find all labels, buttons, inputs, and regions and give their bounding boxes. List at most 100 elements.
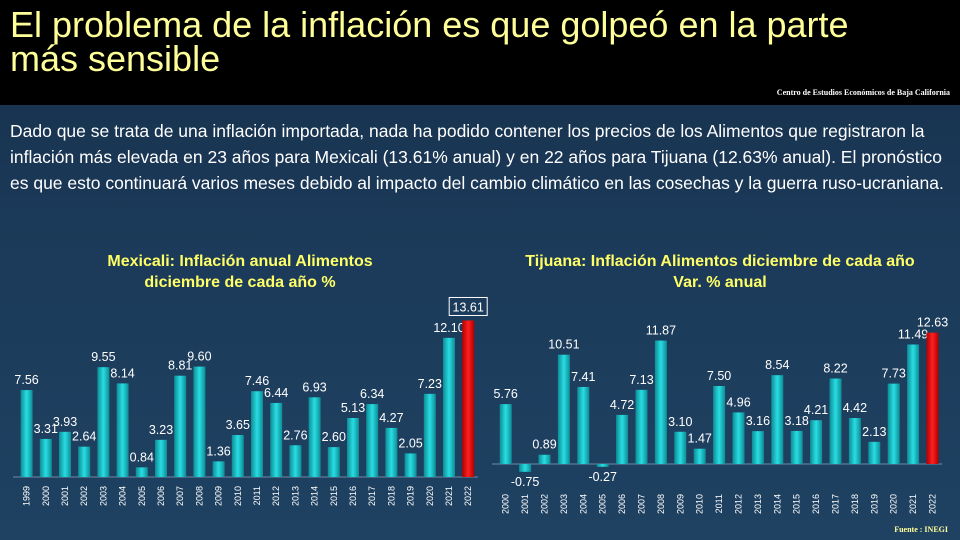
- intro-paragraph: Dado que se trata de una inflación impor…: [10, 121, 944, 193]
- mexicali-bar-2000: [39, 438, 52, 477]
- tijuana-category-label: 2005: [598, 494, 608, 514]
- mexicali-category-label: 2006: [156, 486, 166, 506]
- tijuana-category-label: 2004: [578, 494, 588, 514]
- mexicali-bar-2007: [174, 375, 187, 477]
- mexicali-category-label: 2008: [194, 486, 204, 506]
- mexicali-value-label: 0.84: [130, 450, 154, 464]
- tijuana-bar-2014: [771, 375, 784, 464]
- tijuana-value-label: 7.73: [882, 367, 906, 381]
- mexicali-bar-2009: [212, 461, 225, 477]
- tijuana-category-label: 2006: [617, 494, 627, 514]
- tijuana-bar-2017: [829, 378, 842, 464]
- tijuana-category-label: 2010: [695, 494, 705, 514]
- tijuana-bar-2015: [790, 430, 803, 464]
- mexicali-bar-2022: [462, 320, 475, 477]
- tijuana-value-label: 1.47: [688, 432, 712, 446]
- mexicali-category-label: 2016: [348, 486, 358, 506]
- tijuana-category-label: 2017: [831, 494, 841, 514]
- mexicali-bar-2012: [270, 402, 283, 477]
- mexicali-value-label: 2.60: [322, 430, 346, 444]
- mexicali-value-label: 12.10: [433, 321, 464, 335]
- mexicali-bar-2003: [97, 367, 110, 477]
- tijuana-value-label: 11.87: [646, 324, 676, 338]
- tijuana-bar-2011: [713, 386, 726, 464]
- mexicali-bar-1999: [20, 390, 33, 477]
- mexicali-value-label: 7.46: [245, 374, 269, 388]
- tijuana-value-label: 2.13: [862, 425, 886, 439]
- mexicali-bar-2016: [347, 418, 359, 477]
- mexicali-category-label: 2011: [252, 486, 262, 505]
- tijuana-bar-2016: [810, 420, 823, 464]
- tijuana-value-label: 3.18: [785, 414, 809, 428]
- mexicali-value-label: 3.23: [149, 423, 173, 437]
- mexicali-category-label: 2005: [137, 486, 147, 506]
- mexicali-bar-2020: [423, 393, 436, 477]
- mexicali-chart-title: Mexicali: Inflación anual Alimentos dici…: [107, 253, 373, 291]
- tijuana-chart-title: Tijuana: Inflación Alimentos diciembre d…: [525, 253, 915, 291]
- tijuana-bar-2010: [693, 448, 706, 464]
- tijuana-bar-2018: [848, 418, 861, 464]
- tijuana-bar-2002: [538, 454, 551, 464]
- mexicali-value-label: 3.31: [34, 422, 58, 436]
- tijuana-value-label: 0.89: [532, 438, 556, 452]
- mexicali-category-label: 2002: [79, 486, 89, 506]
- tijuana-value-label: 4.21: [804, 403, 828, 417]
- mexicali-bar-2017: [366, 404, 379, 477]
- mexicali-bar-2019: [404, 453, 417, 477]
- tijuana-value-label: 7.41: [571, 370, 595, 384]
- mexicali-value-label: 9.60: [187, 350, 211, 364]
- mexicali-value-label: 8.14: [110, 366, 134, 380]
- tijuana-category-label: 2019: [869, 494, 879, 514]
- tijuana-bar-2001: [519, 464, 532, 472]
- tijuana-category-label: 2003: [559, 494, 569, 514]
- mexicali-bar-2004: [116, 383, 129, 477]
- mexicali-value-label: 6.34: [360, 387, 384, 401]
- tijuana-bar-2019: [868, 441, 881, 464]
- mexicali-bar-2013: [289, 445, 302, 477]
- tijuana-value-label: 7.50: [707, 369, 731, 383]
- tijuana-bar-2009: [674, 431, 687, 464]
- mexicali-value-label: 9.55: [91, 350, 115, 364]
- mexicali-bar-2008: [193, 366, 206, 477]
- tijuana-category-label: 2016: [811, 494, 821, 514]
- tijuana-value-label: 3.16: [746, 414, 770, 428]
- tijuana-value-label: 12.63: [917, 316, 948, 330]
- tijuana-category-label: 2002: [540, 494, 550, 514]
- mexicali-bar-2001: [59, 431, 71, 477]
- tijuana-category-label: 2015: [792, 494, 802, 514]
- mexicali-bar-2015: [327, 447, 340, 477]
- mexicali-bar-2006: [155, 439, 167, 477]
- mexicali-category-label: 2019: [406, 486, 416, 506]
- tijuana-bar-2008: [654, 340, 667, 464]
- tijuana-category-label: 2001: [520, 494, 530, 514]
- mexicali-value-label: 2.05: [398, 436, 422, 450]
- mexicali-category-label: 2014: [310, 486, 320, 506]
- mexicali-category-label: 2013: [290, 486, 300, 506]
- tijuana-category-label: 2007: [637, 494, 647, 514]
- mexicali-category-label: 2020: [425, 486, 435, 506]
- mexicali-bar-2002: [78, 446, 91, 477]
- mexicali-value-label: 3.65: [226, 418, 250, 432]
- tijuana-category-label: 2020: [889, 494, 899, 514]
- tijuana-bar-2022: [926, 332, 939, 464]
- tijuana-bar-2000: [499, 404, 512, 464]
- mexicali-category-label: 2003: [98, 486, 108, 506]
- mexicali-category-label: 2007: [175, 486, 185, 506]
- tijuana-category-label: 2008: [656, 494, 666, 514]
- tijuana-bar-2012: [732, 412, 745, 464]
- tijuana-value-label: -0.75: [511, 475, 540, 489]
- mexicali-category-label: 2018: [386, 486, 396, 506]
- mexicali-bar-2005: [135, 467, 148, 477]
- mexicali-category-label: 2012: [271, 486, 281, 506]
- tijuana-category-label: 2011: [714, 494, 724, 513]
- mexicali-value-label: 6.93: [302, 380, 326, 394]
- mexicali-value-label: 8.81: [168, 359, 192, 373]
- tijuana-value-label: -0.27: [588, 470, 617, 484]
- tijuana-bar-2006: [616, 414, 629, 464]
- mexicali-category-label: 1999: [22, 486, 32, 506]
- tijuana-bar-chart: 5.76 2000-0.75 2001 0.89 2002 10.51 2003 7.41 20…: [492, 316, 948, 514]
- tijuana-bar-2005: [596, 464, 609, 467]
- mexicali-bar-2021: [443, 337, 455, 477]
- mexicali-value-label: 7.23: [418, 377, 442, 391]
- tijuana-value-label: 4.96: [726, 395, 750, 409]
